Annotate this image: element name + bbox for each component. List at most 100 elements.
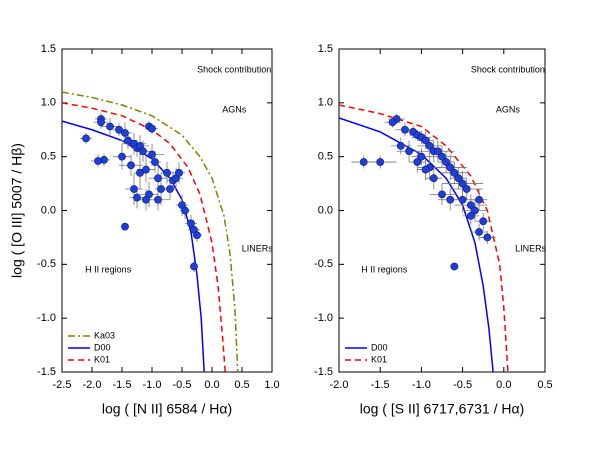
data-point: [417, 152, 426, 161]
y-tick-label: 1.0: [41, 97, 56, 109]
data-point: [446, 195, 455, 204]
x-tick-label: -2.0: [330, 379, 349, 391]
data-point: [475, 195, 483, 204]
legend-label: K01: [94, 354, 110, 364]
data-point: [118, 152, 126, 161]
curve: [62, 120, 205, 372]
data-point: [458, 195, 467, 204]
x-tick-label: 0.0: [204, 379, 219, 391]
curve: [339, 117, 494, 372]
data-point: [450, 168, 459, 177]
data-point: [376, 158, 385, 166]
data-point: [181, 206, 189, 215]
x-tick-label: -1.5: [371, 379, 390, 391]
y-tick-label: 0.0: [318, 204, 333, 216]
annotation: AGNs: [222, 105, 247, 115]
data-point: [471, 206, 479, 215]
annotation: H II regions: [85, 265, 132, 275]
x-tick-label: 0.5: [537, 379, 552, 391]
data-point: [483, 233, 492, 242]
data-point: [438, 190, 446, 199]
x-tick-label: -0.5: [173, 379, 192, 391]
data-point: [446, 163, 455, 172]
y-tick-label: -1.5: [314, 366, 333, 378]
y-tick-label: 1.5: [41, 43, 56, 55]
x-tick-label: -2.5: [53, 379, 72, 391]
data-point: [438, 152, 446, 161]
data-point: [413, 158, 422, 166]
x-tick-label: -1.0: [143, 379, 162, 391]
data-point: [458, 179, 467, 188]
data-point: [466, 211, 475, 220]
data-point: [421, 136, 430, 145]
data-point: [466, 201, 475, 210]
y-axis-label: log ( [O III] 5007 / Hβ): [9, 143, 25, 278]
annotation: AGNs: [496, 105, 521, 115]
x-tick-label: -2.0: [83, 379, 102, 391]
legend-label: Ka03: [94, 330, 115, 340]
data-point: [124, 136, 132, 145]
data-point: [82, 134, 90, 143]
data-point: [139, 147, 147, 156]
data-point: [421, 165, 430, 174]
legend-label: D00: [371, 342, 388, 352]
data-point: [405, 147, 413, 156]
y-tick-label: -1.0: [314, 312, 333, 324]
y-tick-label: 1.0: [318, 97, 333, 109]
data-point: [157, 185, 165, 193]
data-point: [151, 158, 159, 166]
data-point: [154, 174, 162, 183]
data-point: [454, 174, 463, 183]
x-tick-label: 1.0: [264, 379, 279, 391]
y-tick-label: 1.5: [318, 43, 333, 55]
plot-area: [339, 104, 509, 372]
curve: [339, 104, 509, 372]
annotation: Shock contribution: [471, 64, 545, 74]
x-tick-label: 0.5: [234, 379, 249, 391]
data-point: [425, 141, 434, 150]
data-point: [94, 157, 102, 165]
curve: [62, 102, 226, 372]
data-point: [450, 262, 459, 271]
data-point: [154, 195, 162, 204]
data-point: [142, 165, 150, 174]
data-point: [401, 125, 409, 134]
x-tick-label: -1.5: [113, 379, 132, 391]
data-point: [142, 195, 150, 204]
y-tick-label: 0.0: [41, 204, 56, 216]
data-point: [121, 129, 129, 137]
x-tick-label: -1.0: [412, 379, 431, 391]
annotation: H II regions: [361, 265, 408, 275]
x-axis-label: log ( [S II] 6717,6731 / Hα): [360, 401, 525, 417]
legend-label: D00: [94, 342, 111, 352]
annotation: LINERs: [515, 244, 547, 254]
curve: [62, 91, 239, 372]
data-point: [97, 118, 105, 127]
data-point: [462, 185, 471, 193]
x-axis-label: log ( [N II] 6584 / Hα): [102, 401, 232, 417]
data-point: [136, 168, 144, 177]
y-tick-label: 0.5: [318, 151, 333, 163]
panel: -2.0 -1.5 -1.0 -0.5 0.0 0.5-1.5-1.0-0.50.00.5…: [314, 43, 553, 417]
data-point: [148, 150, 156, 159]
y-tick-label: -1.0: [37, 312, 56, 324]
annotation: Shock contribution: [197, 64, 271, 74]
data-point: [193, 231, 201, 240]
annotation: LINERs: [242, 244, 274, 254]
data-point: [130, 185, 138, 193]
data-point: [121, 222, 129, 231]
data-point: [396, 141, 405, 150]
data-point: [166, 185, 174, 193]
y-tick-label: -1.5: [37, 366, 56, 378]
data-point: [148, 124, 156, 133]
data-point: [359, 158, 368, 166]
data-point: [442, 158, 451, 166]
panel: -2.5 -2.0 -1.5 -1.0 -0.5 0.0 0.5 1.0 -1.5 -1.0 -0.…: [9, 43, 280, 417]
x-tick-label: 0.0: [496, 379, 511, 391]
y-tick-label: -0.5: [37, 258, 56, 270]
data-point: [388, 118, 397, 127]
data-point: [433, 147, 442, 156]
y-tick-label: -0.5: [314, 258, 333, 270]
data-point: [475, 228, 483, 236]
